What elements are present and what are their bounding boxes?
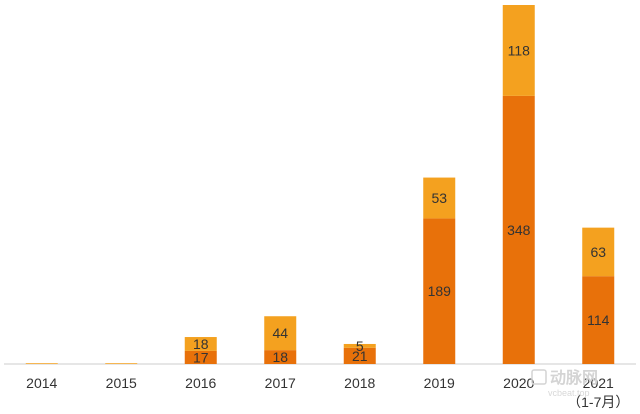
bar-2016-segment-1 [184,350,217,364]
bar-2021-segment-1 [582,276,615,364]
watermark-site-text: vcbeat.top [548,388,590,398]
bar-2019-segment-2 [423,177,456,219]
x-tick-label-2014: 2014 [26,375,57,391]
value-label-2016-segment-1: 17 [193,349,209,365]
watermark: 动脉网 vcbeat.top [531,368,598,398]
x-tick-label-2019: 2019 [424,375,455,391]
bar-2019-segment-1 [423,218,456,364]
x-tick-label-2021: 2021 [583,375,614,391]
value-label-2019-segment-1: 189 [428,283,452,299]
value-label-2020-segment-2: 118 [508,42,531,58]
x-tick-label-2020: 2020 [503,375,534,391]
value-label-2017-segment-1: 18 [272,349,288,365]
bar-2018-segment-1 [343,347,376,364]
value-label-2021-segment-2: 63 [590,244,606,260]
bar-2018-segment-2 [343,343,376,348]
bar-2016-segment-2 [184,337,217,351]
bar-2017-segment-2 [264,316,297,351]
bar-2017-segment-1 [264,350,297,364]
value-label-2017-segment-2: 44 [272,325,288,341]
value-label-2018-segment-1: 21 [352,348,368,364]
bar-2014-segment-2 [25,363,58,364]
bar-2015-segment-2 [105,363,138,364]
value-label-2019-segment-2: 53 [431,190,447,206]
watermark-logo-text: 动脉网 [550,368,598,387]
bar-2020-segment-2 [502,5,535,96]
bar-2020-segment-1 [502,95,535,364]
bars-group [25,5,615,364]
x-tick-label-2015: 2015 [106,375,137,391]
value-label-2021-segment-1: 114 [587,312,610,328]
x-tick-label-2018: 2018 [344,375,375,391]
x-tick-label-2016: 2016 [185,375,216,391]
value-label-2016-segment-2: 18 [193,336,209,352]
bar-2021-segment-2 [582,227,615,277]
x-tick-sublabel-2021: （1-7月） [567,394,629,410]
value-label-2020-segment-1: 348 [507,222,531,238]
watermark-logo-icon [531,369,547,385]
x-tick-label-2017: 2017 [265,375,296,391]
value-label-2018-segment-2: 5 [356,338,364,354]
x-tick-labels: 2014 2015 2016 2017 2018 2019 2020 2021 （1-7月） [26,375,629,410]
